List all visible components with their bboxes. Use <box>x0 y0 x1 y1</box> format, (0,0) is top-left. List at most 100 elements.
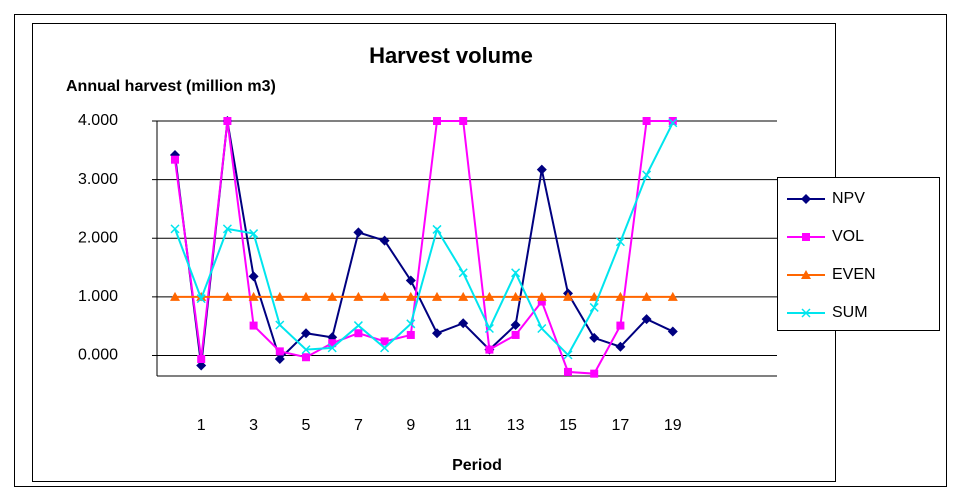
point <box>536 164 547 175</box>
point <box>641 314 652 325</box>
point <box>301 345 311 355</box>
point <box>801 308 811 318</box>
point <box>327 343 337 353</box>
point <box>801 194 811 204</box>
y-tick-label: 4.000 <box>78 112 118 129</box>
x-tick-label: 1 <box>197 417 206 434</box>
point <box>564 367 572 376</box>
point <box>615 237 625 247</box>
point <box>406 319 416 329</box>
point <box>668 118 678 128</box>
legend-label: SUM <box>832 304 868 321</box>
point <box>801 270 811 279</box>
point <box>170 291 180 301</box>
point <box>511 268 521 278</box>
point <box>196 294 206 304</box>
x-tick-label: 5 <box>302 417 311 434</box>
point <box>223 117 232 125</box>
point <box>380 337 389 346</box>
point <box>615 341 626 352</box>
point <box>432 224 442 234</box>
point <box>379 291 390 301</box>
point <box>275 347 284 356</box>
point <box>433 117 441 125</box>
point <box>248 291 259 301</box>
series-line <box>174 120 673 375</box>
point <box>668 117 677 125</box>
point <box>354 329 363 338</box>
y-axis-label: Annual harvest (million m3) <box>66 78 276 95</box>
point <box>248 271 259 282</box>
point <box>589 302 599 312</box>
point <box>510 291 521 301</box>
point <box>590 369 599 378</box>
point <box>458 268 468 278</box>
point <box>327 291 338 301</box>
point <box>458 318 469 329</box>
point <box>302 353 310 362</box>
point <box>485 345 494 354</box>
point <box>249 321 258 330</box>
chart-title: Harvest volume <box>369 43 533 68</box>
x-tick-label: 17 <box>612 417 630 434</box>
point <box>484 323 494 334</box>
y-tick-label: 1.000 <box>78 288 118 305</box>
y-tick-label: 3.000 <box>78 171 118 188</box>
legend-box <box>777 177 940 331</box>
point <box>275 320 285 330</box>
point <box>641 291 652 301</box>
legend-label: EVEN <box>832 266 876 283</box>
point <box>459 117 468 125</box>
point <box>802 233 810 241</box>
x-axis-label: Period <box>452 457 502 474</box>
point <box>667 326 678 337</box>
point <box>667 291 678 301</box>
x-tick-label: 15 <box>559 417 577 434</box>
point <box>537 323 547 334</box>
point <box>353 291 364 301</box>
point <box>405 291 416 301</box>
point <box>301 328 311 339</box>
point <box>615 291 626 301</box>
point <box>406 330 415 339</box>
point <box>432 291 442 301</box>
x-tick-label: 11 <box>455 417 472 434</box>
point <box>301 291 311 301</box>
point <box>458 291 469 301</box>
point <box>589 332 600 343</box>
point <box>274 291 285 301</box>
point <box>616 321 625 330</box>
point <box>511 330 520 339</box>
point <box>170 224 180 234</box>
y-tick-label: 2.000 <box>78 229 118 246</box>
y-tick-label: 0.000 <box>78 347 118 364</box>
point <box>405 275 416 286</box>
point <box>222 224 232 234</box>
point <box>353 227 364 238</box>
x-tick-label: 9 <box>406 417 415 434</box>
point <box>249 229 259 239</box>
point <box>642 117 651 125</box>
point <box>484 291 495 301</box>
legend-label: VOL <box>832 228 864 245</box>
point <box>380 343 390 353</box>
point <box>432 328 442 339</box>
point <box>379 235 390 246</box>
series-line <box>174 120 674 366</box>
series-line <box>174 122 674 357</box>
chart-frame <box>32 23 836 482</box>
point <box>537 297 546 306</box>
x-tick-label: 19 <box>664 417 682 434</box>
point <box>536 291 547 301</box>
point <box>222 291 233 301</box>
x-tick-label: 3 <box>249 417 258 434</box>
x-tick-label: 13 <box>507 417 525 434</box>
point <box>563 350 573 360</box>
point <box>642 170 652 180</box>
x-tick-label: 7 <box>354 417 363 434</box>
legend-label: NPV <box>832 190 865 207</box>
point <box>197 355 206 363</box>
point <box>510 320 521 330</box>
